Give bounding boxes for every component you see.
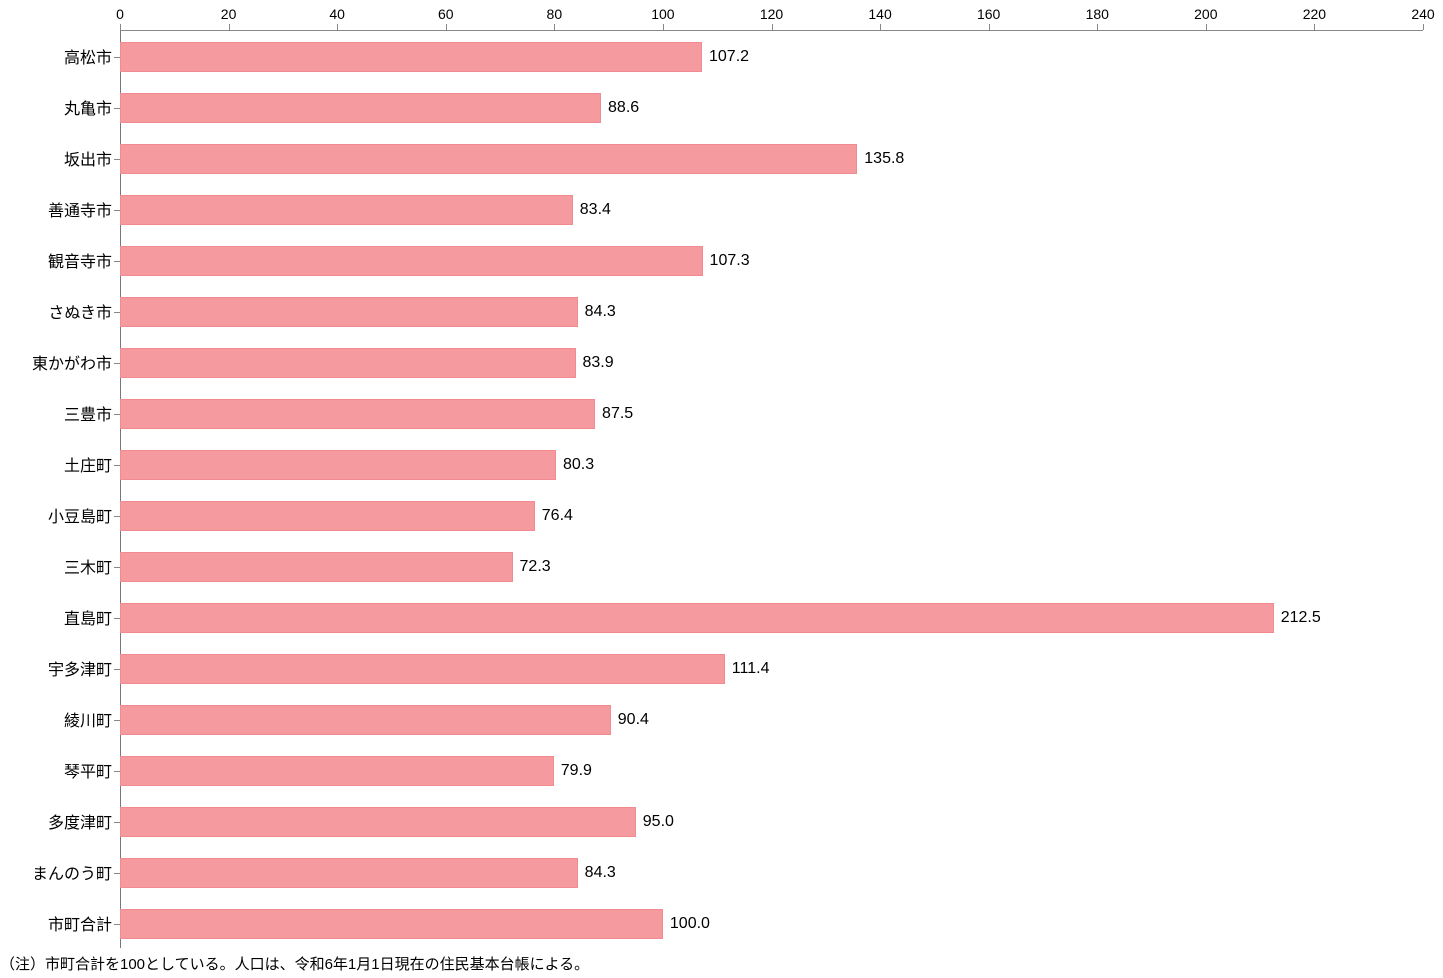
value-label: 87.5 <box>602 405 633 423</box>
category-label: 高松市 <box>0 44 112 68</box>
y-labels-column: 高松市丸亀市坂出市善通寺市観音寺市さぬき市東かがわ市三豊市土庄町小豆島町三木町直… <box>0 30 118 948</box>
category-label: 丸亀市 <box>0 95 112 119</box>
category-label: 小豆島町 <box>0 503 112 527</box>
value-label: 212.5 <box>1281 609 1321 627</box>
value-label: 111.4 <box>732 660 770 678</box>
value-label: 83.4 <box>580 201 611 219</box>
category-label: 直島町 <box>0 605 112 629</box>
bar: 90.4 <box>120 705 611 735</box>
x-tick-label: 220 <box>1303 6 1326 22</box>
bar: 87.5 <box>120 399 595 429</box>
value-label: 107.3 <box>710 252 750 270</box>
x-tick-label: 0 <box>116 6 124 22</box>
category-label: 観音寺市 <box>0 248 112 272</box>
category-label: 土庄町 <box>0 452 112 476</box>
x-tick-label: 200 <box>1194 6 1217 22</box>
bar: 83.9 <box>120 348 576 378</box>
bar: 72.3 <box>120 552 513 582</box>
x-tick-label: 60 <box>438 6 454 22</box>
chart-container: 0 20 40 60 80 100 120 140 160 180 200 220 240 高松市丸亀市… <box>0 0 1443 978</box>
x-tick-label: 100 <box>651 6 674 22</box>
category-label: 東かがわ市 <box>0 350 112 374</box>
x-tick-label: 80 <box>547 6 563 22</box>
bar: 111.4 <box>120 654 725 684</box>
category-label: 宇多津町 <box>0 656 112 680</box>
value-label: 83.9 <box>583 354 614 372</box>
category-label: 三木町 <box>0 554 112 578</box>
value-label: 79.9 <box>561 762 592 780</box>
bar: 212.5 <box>120 603 1274 633</box>
category-label: 三豊市 <box>0 401 112 425</box>
category-label: 坂出市 <box>0 146 112 170</box>
plot-area: 107.2 88.6 135.8 83.4 107.3 84.3 83.9 87.5 80.3 7… <box>120 30 1423 948</box>
x-tick-label: 140 <box>868 6 891 22</box>
category-label: 善通寺市 <box>0 197 112 221</box>
bar: 76.4 <box>120 501 535 531</box>
value-label: 90.4 <box>618 711 649 729</box>
category-label: 琴平町 <box>0 758 112 782</box>
bar: 88.6 <box>120 93 601 123</box>
bar: 80.3 <box>120 450 556 480</box>
x-tick-label: 180 <box>1086 6 1109 22</box>
bar: 84.3 <box>120 858 578 888</box>
x-tick-label: 120 <box>760 6 783 22</box>
value-label: 95.0 <box>643 813 674 831</box>
value-label: 72.3 <box>520 558 551 576</box>
value-label: 84.3 <box>585 303 616 321</box>
x-tick-label: 40 <box>329 6 345 22</box>
category-label: 市町合計 <box>0 911 112 935</box>
category-label: 綾川町 <box>0 707 112 731</box>
x-tick-label: 160 <box>977 6 1000 22</box>
bar: 107.2 <box>120 42 702 72</box>
x-axis: 020406080100120140160180200220240 <box>120 0 1423 30</box>
x-tick-label: 240 <box>1411 6 1434 22</box>
value-label: 80.3 <box>563 456 594 474</box>
bar: 84.3 <box>120 297 578 327</box>
value-label: 135.8 <box>864 150 904 168</box>
bar: 100.0 <box>120 909 663 939</box>
category-label: さぬき市 <box>0 299 112 323</box>
value-label: 100.0 <box>670 915 710 933</box>
bar: 107.3 <box>120 246 703 276</box>
x-tick-mark <box>1423 24 1424 30</box>
category-label: まんのう町 <box>0 860 112 884</box>
bar: 79.9 <box>120 756 554 786</box>
bar: 83.4 <box>120 195 573 225</box>
value-label: 107.2 <box>709 48 749 66</box>
category-label: 多度津町 <box>0 809 112 833</box>
value-label: 84.3 <box>585 864 616 882</box>
value-label: 88.6 <box>608 99 639 117</box>
bar: 95.0 <box>120 807 636 837</box>
bar: 135.8 <box>120 144 857 174</box>
value-label: 76.4 <box>542 507 573 525</box>
footnote: （注）市町合計を100としている。人口は、令和6年1月1日現在の住民基本台帳によ… <box>0 953 589 974</box>
x-tick-label: 20 <box>221 6 237 22</box>
